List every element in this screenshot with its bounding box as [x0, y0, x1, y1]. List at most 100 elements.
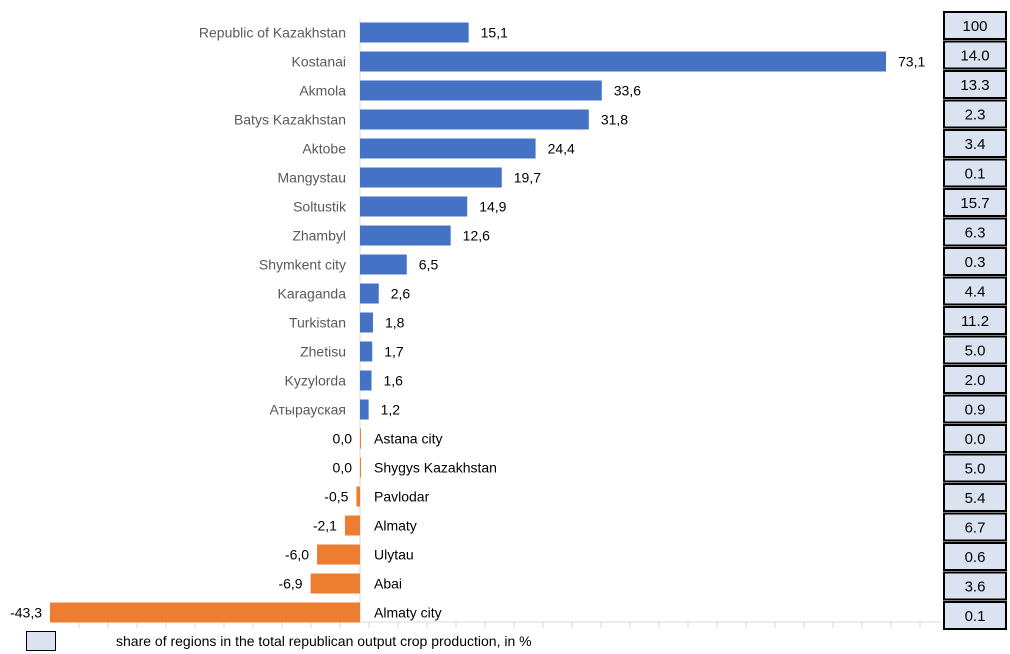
share-box: [943, 158, 1007, 188]
share-value: 6.3: [965, 225, 986, 242]
data-label: 19,7: [514, 170, 541, 186]
bar: [360, 254, 407, 275]
category-label: Almaty city: [374, 605, 442, 621]
category-label: Republic of Kazakhstan: [199, 25, 346, 41]
bar: [360, 109, 589, 130]
bar: [360, 341, 373, 362]
share-box: [943, 394, 1007, 424]
data-label: 6,5: [419, 257, 439, 273]
share-value: 0.1: [965, 166, 986, 183]
bar: [356, 486, 360, 507]
category-label: Aktobe: [302, 141, 346, 157]
bar: [310, 573, 360, 594]
share-value: 3.6: [965, 579, 986, 596]
bar: [50, 602, 360, 623]
share-value: 15.7: [960, 195, 989, 212]
share-value: 11.2: [961, 313, 989, 330]
share-box: [943, 11, 1007, 40]
share-value: 0.1: [965, 608, 986, 625]
category-label: Batys Kazakhstan: [234, 112, 346, 128]
share-box: [943, 424, 1007, 453]
share-value: 0.0: [965, 431, 986, 448]
share-value: 5.0: [965, 343, 986, 360]
labels-group: Republic of Kazakhstan 15,1 Kostanai 73,1 Ak…: [10, 25, 925, 621]
bar: [360, 167, 502, 188]
data-label: 73,1: [898, 54, 925, 70]
data-label: 31,8: [601, 112, 628, 128]
bar: [360, 312, 373, 333]
data-label: -2,1: [313, 518, 337, 534]
data-label: -0,5: [324, 489, 348, 505]
data-label: 0,0: [333, 460, 353, 476]
data-label: -6,9: [278, 576, 302, 592]
legend-text: share of regions in the total republican…: [116, 633, 532, 649]
bar: [360, 51, 886, 72]
share-value: 6.7: [965, 520, 986, 537]
axis-ticks: [78, 622, 921, 628]
share-box: [943, 335, 1007, 365]
share-box: [943, 601, 1007, 630]
share-box: [943, 129, 1007, 158]
bar: [360, 80, 602, 101]
share-value: 3.4: [965, 136, 986, 153]
category-label: Атырауская: [269, 402, 346, 418]
share-box: [943, 542, 1007, 571]
category-label: Kostanai: [292, 54, 346, 70]
share-value: 2.0: [965, 372, 986, 389]
data-label: 1,8: [385, 315, 405, 331]
share-box: [943, 483, 1007, 512]
category-label: Zhambyl: [292, 228, 346, 244]
category-label: Kyzylorda: [285, 373, 347, 389]
bar: [360, 428, 361, 449]
share-box: [943, 365, 1007, 394]
bar: [344, 515, 360, 536]
bar: [360, 196, 468, 217]
data-label: 15,1: [481, 25, 508, 41]
category-label: Karaganda: [277, 286, 346, 302]
share-box: [943, 276, 1007, 306]
data-label: -6,0: [285, 547, 309, 563]
share-box: [943, 99, 1007, 129]
share-value: 4.4: [965, 284, 986, 301]
share-value: 0.9: [965, 402, 986, 419]
share-value: 0.3: [965, 254, 986, 271]
share-box: [943, 217, 1007, 247]
bar: [360, 283, 379, 304]
data-label: 2,6: [391, 286, 411, 302]
legend: share of regions in the total republican…: [26, 630, 532, 652]
category-label: Pavlodar: [374, 489, 430, 505]
share-value: 100: [962, 18, 987, 35]
share-value: 14.0: [960, 48, 989, 65]
data-label: 1,7: [384, 344, 404, 360]
bar: [360, 370, 372, 391]
bar: [317, 544, 360, 565]
share-box: [943, 70, 1007, 99]
share-value: 5.0: [965, 461, 986, 478]
data-label: 1,2: [381, 402, 401, 418]
bars-group: [50, 22, 886, 623]
share-value: 2.3: [965, 107, 986, 124]
share-box: [943, 188, 1007, 217]
share-box: [943, 306, 1007, 335]
share-box: [943, 453, 1007, 483]
bar: [360, 138, 536, 159]
category-label: Ulytau: [374, 547, 414, 563]
data-label: 12,6: [463, 228, 490, 244]
category-label: Abai: [374, 576, 402, 592]
share-box: [943, 247, 1007, 276]
data-label: -43,3: [10, 605, 42, 621]
category-label: Shygys Kazakhstan: [374, 460, 497, 476]
category-label: Mangystau: [278, 170, 346, 186]
data-label: 24,4: [548, 141, 575, 157]
bar: [360, 225, 451, 246]
bar: [360, 22, 469, 43]
category-label: Akmola: [299, 83, 346, 99]
category-label: Shymkent city: [259, 257, 346, 273]
data-label: 14,9: [479, 199, 506, 215]
category-label: Soltustik: [293, 199, 347, 215]
category-label: Astana city: [374, 431, 442, 447]
share-box: [943, 40, 1007, 70]
category-label: Turkistan: [289, 315, 346, 331]
share-box: [943, 512, 1007, 542]
